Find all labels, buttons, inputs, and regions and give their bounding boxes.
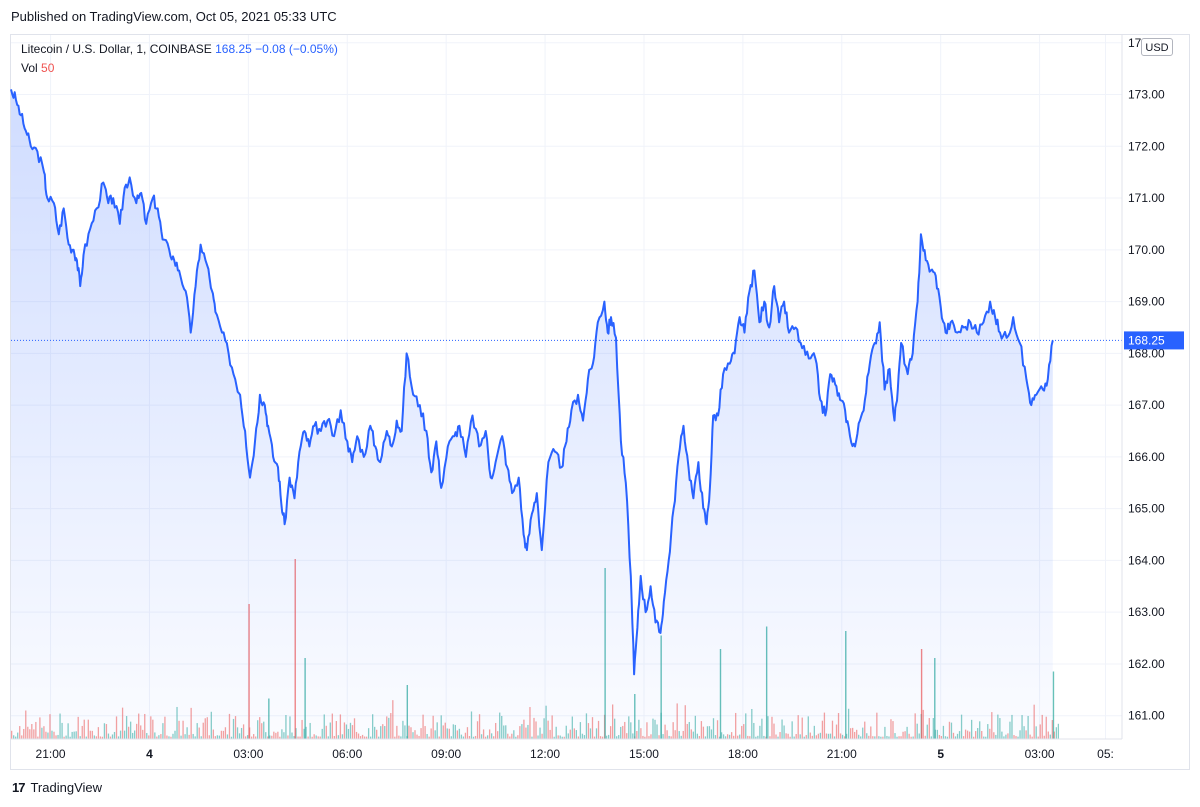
price-area [11, 89, 1053, 739]
y-tick-label: 166.00 [1128, 450, 1165, 464]
last-price-tag: 168.25 [1124, 331, 1184, 350]
symbol-title[interactable]: Litecoin / U.S. Dollar, 1, COINBASE [21, 42, 212, 56]
x-tick-label: 03:00 [233, 747, 263, 761]
x-tick-label: 06:00 [332, 747, 362, 761]
volume-bar [1057, 723, 1060, 739]
volume-setting: 50 [41, 61, 55, 75]
x-tick-label: 21:00 [827, 747, 857, 761]
last-price-label: 168.25 [1128, 333, 1165, 347]
price-change: −0.08 (−0.05%) [255, 42, 338, 56]
y-tick-label: 167.00 [1128, 398, 1165, 412]
volume-label[interactable]: Vol [21, 61, 38, 75]
y-tick-label: 163.00 [1128, 605, 1165, 619]
y-tick-label: 170.00 [1128, 243, 1165, 257]
y-tick-label: 165.00 [1128, 502, 1165, 516]
y-tick-label: 172.00 [1128, 139, 1165, 153]
volume-spike [1052, 671, 1055, 739]
volume-bar [1053, 731, 1055, 739]
currency-button[interactable]: USD [1141, 38, 1173, 56]
price-line [10, 89, 1054, 676]
published-caption: Published on TradingView.com, Oct 05, 20… [11, 9, 337, 24]
y-tick-label: 169.00 [1128, 295, 1165, 309]
x-tick-label: 12:00 [530, 747, 560, 761]
x-tick-label: 18:00 [728, 747, 758, 761]
x-tick-label: 09:00 [431, 747, 461, 761]
y-tick-label: 162.00 [1128, 657, 1165, 671]
footer: 17 TradingView [12, 780, 102, 795]
y-tick-label: 173.00 [1128, 88, 1165, 102]
chart-legend: Litecoin / U.S. Dollar, 1, COINBASE 168.… [21, 40, 338, 78]
x-tick-label: 4 [146, 747, 153, 761]
x-tick-label: 5 [937, 747, 944, 761]
x-tick-label: 03:00 [1025, 747, 1055, 761]
x-tick-label: 15:00 [629, 747, 659, 761]
chart-frame[interactable] [10, 34, 1190, 770]
last-price-value: 168.25 [215, 42, 252, 56]
volume-bar [1055, 727, 1057, 739]
y-tick-label: 161.00 [1128, 709, 1165, 723]
y-tick-label: 171.00 [1128, 191, 1165, 205]
x-tick-label: 21:00 [36, 747, 66, 761]
tradingview-logo-icon: 17 [12, 780, 26, 795]
y-tick-label: 164.00 [1128, 553, 1165, 567]
x-tick-label: 05: [1097, 747, 1114, 761]
y-tick-label: 168.00 [1128, 346, 1165, 360]
brand-name: TradingView [30, 780, 103, 795]
